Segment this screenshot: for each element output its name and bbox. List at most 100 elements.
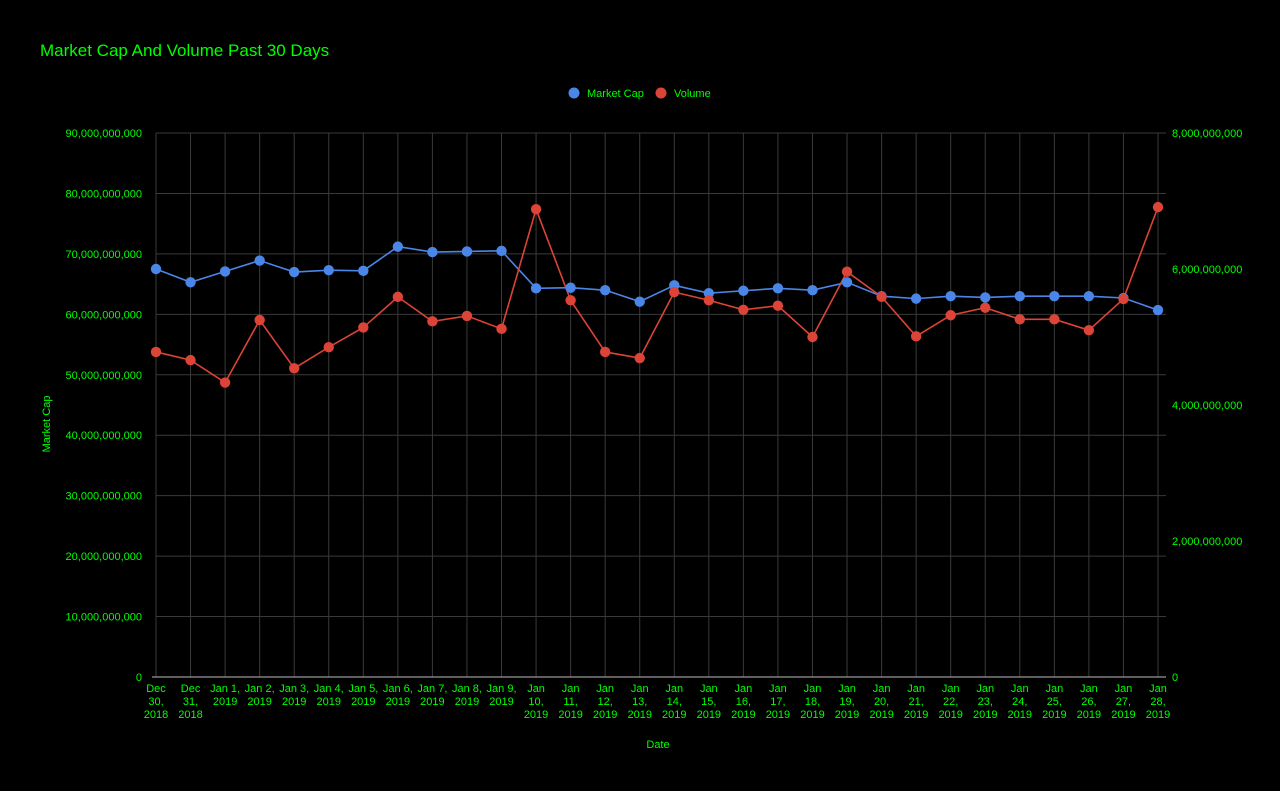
x-tick-label: Jan 8, 2019 <box>452 683 482 708</box>
x-tick-label: Jan 3, 2019 <box>279 683 309 708</box>
data-point-volume[interactable] <box>738 304 749 315</box>
legend-market-cap-marker <box>568 87 580 99</box>
data-point-market-cap[interactable] <box>910 293 922 304</box>
data-point-market-cap[interactable] <box>807 284 818 296</box>
data-point-volume[interactable] <box>1118 293 1129 305</box>
data-point-volume[interactable] <box>772 300 784 311</box>
data-point-volume[interactable] <box>565 295 576 306</box>
data-point-market-cap[interactable] <box>358 265 369 277</box>
data-point-volume[interactable] <box>841 266 853 277</box>
y-left-tick-label: 10,000,000,000 <box>66 612 142 624</box>
data-point-market-cap[interactable] <box>565 282 576 293</box>
x-tick-label: Dec 30, 2018 <box>144 683 168 721</box>
y-axis-left-title: Market Cap <box>41 396 53 453</box>
data-point-market-cap[interactable] <box>427 246 438 258</box>
data-point-market-cap[interactable] <box>1083 291 1095 302</box>
series-points[interactable] <box>150 201 1164 388</box>
data-point-volume[interactable] <box>427 316 438 327</box>
x-tick-label: Jan 5, 2019 <box>348 683 378 708</box>
data-point-market-cap[interactable] <box>1014 291 1025 302</box>
data-point-volume[interactable] <box>876 291 887 303</box>
x-tick-label: Jan 27, 2019 <box>1111 683 1135 721</box>
data-point-market-cap[interactable] <box>219 266 231 277</box>
data-point-market-cap[interactable] <box>392 241 404 252</box>
data-point-volume[interactable] <box>289 363 300 374</box>
data-point-market-cap[interactable] <box>254 255 265 266</box>
data-point-volume[interactable] <box>530 203 542 215</box>
data-point-market-cap[interactable] <box>496 245 507 257</box>
data-point-market-cap[interactable] <box>323 265 334 276</box>
data-point-volume[interactable] <box>1014 314 1025 325</box>
x-tick-label: Jan 21, 2019 <box>904 683 928 721</box>
data-point-volume[interactable] <box>1083 325 1095 336</box>
legend[interactable]: Market Cap Volume <box>568 87 711 101</box>
data-point-volume[interactable] <box>392 291 404 303</box>
x-tick-label: Jan 11, 2019 <box>558 683 582 721</box>
data-point-volume[interactable] <box>945 310 956 321</box>
data-point-volume[interactable] <box>980 302 991 313</box>
x-tick-label: Jan 25, 2019 <box>1042 683 1066 721</box>
x-tick-label: Jan 17, 2019 <box>766 683 790 721</box>
legend-volume-label: Volume <box>674 88 711 100</box>
data-point-volume[interactable] <box>599 346 611 358</box>
data-point-volume[interactable] <box>807 331 818 343</box>
series-line-market-cap <box>155 245 1159 311</box>
y-left-tick-label: 30,000,000,000 <box>66 491 142 503</box>
x-tick-label: Jan 19, 2019 <box>835 683 859 721</box>
y-left-tick-label: 80,000,000,000 <box>66 188 142 200</box>
data-point-volume[interactable] <box>669 286 680 298</box>
data-point-volume[interactable] <box>254 314 265 326</box>
x-tick-label: Jan 7, 2019 <box>417 683 447 708</box>
data-point-volume[interactable] <box>185 354 196 366</box>
data-point-volume[interactable] <box>703 295 715 306</box>
x-tick-label: Jan 28, 2019 <box>1146 683 1170 721</box>
data-point-market-cap[interactable] <box>289 266 300 278</box>
data-point-volume[interactable] <box>634 352 645 364</box>
x-tick-label: Jan 9, 2019 <box>487 683 517 708</box>
y-axis-left-ticks: 0 10,000,000,000 20,000,000,000 30,000,000,… <box>66 128 142 684</box>
legend-volume-marker <box>655 87 667 99</box>
data-point-market-cap[interactable] <box>599 284 611 296</box>
data-point-volume[interactable] <box>496 323 507 335</box>
y-right-tick-label: 0 <box>1172 672 1178 684</box>
data-point-market-cap[interactable] <box>150 263 162 275</box>
y-right-tick-label: 4,000,000,000 <box>1172 400 1242 412</box>
x-tick-label: Jan 16, 2019 <box>731 683 755 721</box>
data-point-market-cap[interactable] <box>772 283 784 294</box>
data-point-market-cap[interactable] <box>945 291 956 302</box>
x-tick-label: Jan 2, 2019 <box>245 683 275 708</box>
data-point-market-cap[interactable] <box>1152 304 1164 316</box>
x-tick-label: Jan 18, 2019 <box>800 683 824 721</box>
data-point-market-cap[interactable] <box>980 292 991 303</box>
data-point-volume[interactable] <box>323 342 334 353</box>
data-point-market-cap[interactable] <box>738 285 749 296</box>
x-tick-label: Jan 23, 2019 <box>973 683 997 721</box>
data-point-volume[interactable] <box>461 310 473 322</box>
data-point-market-cap[interactable] <box>841 277 853 288</box>
data-point-volume[interactable] <box>1152 201 1164 213</box>
y-left-tick-label: 20,000,000,000 <box>66 551 142 563</box>
data-point-market-cap[interactable] <box>530 283 542 294</box>
data-point-volume[interactable] <box>358 322 369 333</box>
data-point-volume[interactable] <box>219 377 231 388</box>
data-point-volume[interactable] <box>1049 314 1060 325</box>
data-point-market-cap[interactable] <box>185 277 196 288</box>
x-tick-label: Jan 13, 2019 <box>627 683 651 721</box>
data-point-volume[interactable] <box>150 346 162 358</box>
data-point-market-cap[interactable] <box>1049 291 1060 302</box>
y-right-tick-label: 6,000,000,000 <box>1172 264 1242 276</box>
chart-title: Market Cap And Volume Past 30 Days <box>40 41 329 60</box>
data-point-volume[interactable] <box>910 331 922 342</box>
data-point-market-cap[interactable] <box>461 246 473 257</box>
x-tick-label: Jan 22, 2019 <box>938 683 962 721</box>
data-point-market-cap[interactable] <box>634 296 645 307</box>
y-right-tick-label: 2,000,000,000 <box>1172 536 1242 548</box>
y-left-tick-label: 40,000,000,000 <box>66 430 142 442</box>
series-line-volume <box>155 206 1159 384</box>
x-tick-label: Jan 1, 2019 <box>210 683 240 708</box>
y-axis-right-ticks: 0 2,000,000,000 4,000,000,000 6,000,000,000… <box>1172 128 1242 684</box>
y-left-tick-label: 0 <box>136 672 142 684</box>
x-tick-label: Jan 20, 2019 <box>869 683 893 721</box>
